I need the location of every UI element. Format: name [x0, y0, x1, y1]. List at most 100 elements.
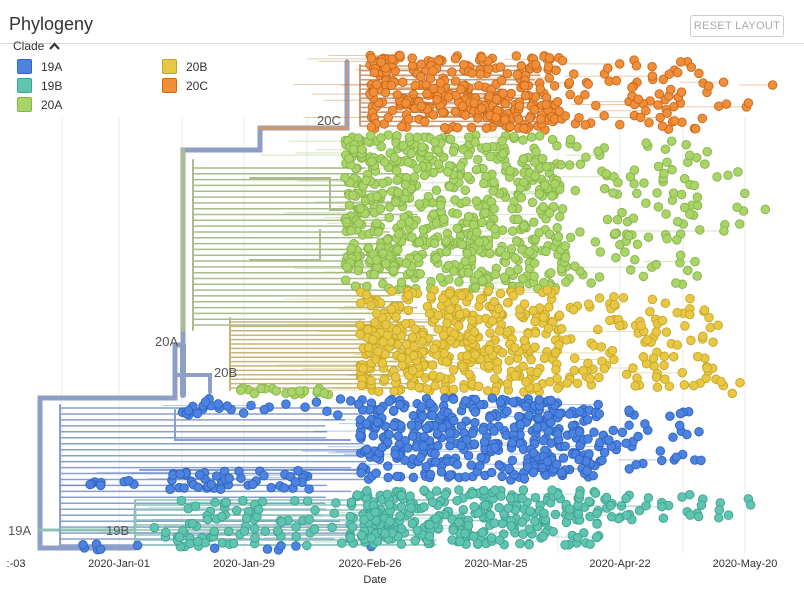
tip-node-19a[interactable] [543, 410, 553, 421]
tip-node-19a[interactable] [553, 429, 563, 439]
tip-node-20b[interactable] [381, 319, 391, 330]
tip-node-20b[interactable] [521, 377, 531, 387]
tip-node-19a[interactable] [427, 410, 438, 421]
tip-node-19b[interactable] [575, 489, 585, 500]
tip-node-20b[interactable] [492, 364, 503, 375]
tip-node-20b[interactable] [544, 302, 554, 312]
tip-node-19a[interactable] [484, 413, 495, 423]
tip-node-20b[interactable] [538, 312, 549, 323]
tip-node-20c[interactable] [476, 103, 487, 114]
tip-node-20a[interactable] [544, 208, 555, 218]
tip-node-20c[interactable] [573, 95, 584, 105]
tip-node-19b[interactable] [489, 518, 500, 528]
tip-node-19b[interactable] [257, 496, 268, 507]
tip-node-20a[interactable] [560, 252, 571, 263]
tip-node-20a[interactable] [372, 218, 382, 228]
tip-node-20a[interactable] [617, 207, 627, 218]
tip-node-20b[interactable] [562, 378, 573, 388]
tip-node-20c[interactable] [505, 121, 516, 132]
tip-node-19b[interactable] [149, 522, 160, 533]
tip-node-20c[interactable] [530, 59, 541, 70]
tip-node-19a[interactable] [192, 408, 203, 419]
tip-node-20a[interactable] [510, 253, 521, 263]
tip-node-20b[interactable] [572, 378, 583, 389]
tip-node-20a[interactable] [586, 278, 596, 288]
tip-node-19a[interactable] [194, 470, 205, 480]
tip-node-19a[interactable] [534, 395, 544, 405]
tip-node-19a[interactable] [433, 441, 443, 451]
tip-node-19a[interactable] [389, 405, 399, 416]
tip-node-20a[interactable] [662, 157, 672, 168]
tip-node-20b[interactable] [470, 350, 480, 360]
tip-node-20a[interactable] [340, 172, 350, 183]
tip-node-19a[interactable] [532, 422, 542, 432]
tip-node-19a[interactable] [425, 398, 435, 409]
tip-node-20a[interactable] [389, 152, 400, 163]
tip-node-19b[interactable] [331, 498, 341, 508]
tip-node-19a[interactable] [430, 457, 441, 467]
tip-node-19b[interactable] [231, 505, 242, 516]
tip-node-20c[interactable] [398, 77, 408, 87]
tip-node-19a[interactable] [224, 473, 234, 483]
tip-node-20a[interactable] [509, 131, 519, 142]
tip-node-20a[interactable] [547, 191, 557, 201]
tip-node-20a[interactable] [541, 246, 551, 257]
tip-node-20a[interactable] [652, 188, 662, 198]
tip-node-20a[interactable] [412, 163, 423, 174]
tip-node-20a[interactable] [499, 272, 510, 283]
tip-node-20b[interactable] [554, 310, 565, 321]
tip-node-19b[interactable] [530, 492, 541, 503]
tip-node-20a[interactable] [630, 255, 640, 265]
tip-node-19b[interactable] [530, 516, 540, 527]
tip-node-20a[interactable] [590, 237, 601, 247]
tip-node-20c[interactable] [438, 107, 448, 118]
tip-node-20a[interactable] [638, 271, 649, 282]
tip-node-20b[interactable] [401, 339, 412, 350]
tip-node-20c[interactable] [419, 116, 430, 127]
tip-node-20a[interactable] [723, 170, 733, 181]
tip-node-20b[interactable] [373, 386, 384, 397]
tip-node-19b[interactable] [329, 508, 340, 519]
tip-node-19a[interactable] [418, 441, 429, 451]
tip-node-20b[interactable] [609, 291, 619, 302]
tip-node-20c[interactable] [535, 84, 546, 94]
tip-node-20c[interactable] [432, 94, 442, 105]
tip-node-19b[interactable] [424, 531, 435, 542]
tip-node-20a[interactable] [683, 265, 693, 276]
tip-node-20a[interactable] [712, 172, 722, 182]
tip-node-20b[interactable] [735, 377, 745, 388]
tip-node-20b[interactable] [373, 346, 383, 357]
tip-node-19a[interactable] [371, 468, 381, 478]
tip-node-20c[interactable] [536, 114, 546, 124]
tip-node-19a[interactable] [213, 399, 223, 409]
tip-node-20a[interactable] [653, 202, 664, 212]
tip-node-19b[interactable] [606, 512, 617, 522]
tip-node-19b[interactable] [455, 536, 465, 547]
tip-node-20a[interactable] [546, 268, 556, 278]
tip-node-19b[interactable] [560, 540, 570, 550]
tip-node-20a[interactable] [378, 248, 388, 259]
tip-node-19b[interactable] [345, 511, 356, 522]
tip-node-20c[interactable] [443, 92, 454, 103]
tip-node-20a[interactable] [527, 197, 538, 208]
tip-node-19b[interactable] [250, 533, 260, 543]
tip-node-19b[interactable] [658, 513, 669, 523]
tip-node-20b[interactable] [605, 315, 615, 326]
tip-node-19a[interactable] [608, 425, 619, 436]
tip-node-20b[interactable] [647, 294, 658, 305]
tip-node-20c[interactable] [383, 112, 393, 123]
tip-node-20a[interactable] [369, 269, 380, 280]
tip-node-20a[interactable] [628, 213, 639, 223]
tip-node-19a[interactable] [597, 455, 607, 466]
tip-node-20a[interactable] [371, 255, 382, 265]
tip-node-20b[interactable] [403, 290, 414, 300]
tip-node-20c[interactable] [743, 98, 754, 108]
tip-node-19b[interactable] [477, 527, 488, 538]
tip-node-20b[interactable] [438, 330, 449, 340]
tip-node-20b[interactable] [474, 381, 484, 392]
tip-node-19b[interactable] [550, 509, 561, 520]
tip-node-20a[interactable] [639, 178, 649, 188]
tip-node-20b[interactable] [569, 365, 580, 376]
tip-node-19b[interactable] [352, 490, 362, 500]
tip-node-19a[interactable] [200, 397, 211, 407]
